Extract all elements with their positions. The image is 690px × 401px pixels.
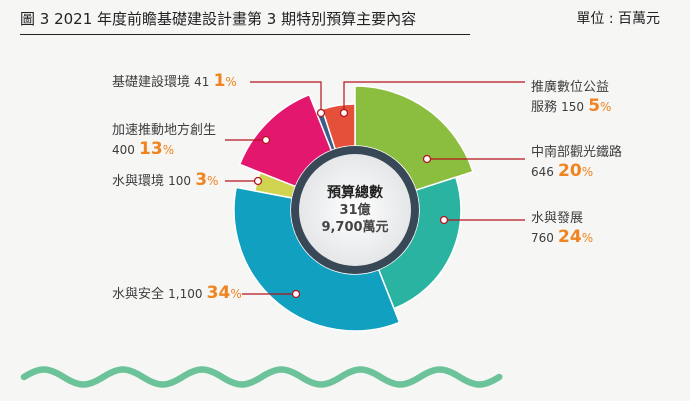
label-digital-services: 推廣數位公益 服務 150 5% [531,78,611,117]
leader-dot [291,289,301,299]
center-value-1: 31億 [339,203,371,218]
slice-name: 水與環境 [112,174,165,189]
chart-title: 圖 3 2021 年度前瞻基礎建設計畫第 3 期特別預算主要內容 [20,10,417,28]
label-tourism-railway: 中南部觀光鐵路 646 20% [531,143,622,182]
label-local-revitalization: 加速推動地方創生 400 13% [112,121,216,160]
slice-percent: 34% [206,283,242,303]
slice-name: 中南部觀光鐵路 [531,145,623,160]
leader-dot [439,215,449,225]
label-water-safety: 水與安全 1,100 34% [112,284,242,304]
center-title: 預算總數 [327,185,383,201]
slice-name: 加速推動地方創生 [112,123,217,138]
leader-dot [422,154,432,164]
leader-dot [316,108,326,118]
slice-value: 400 [112,143,135,157]
center-disc [299,154,411,266]
slice-value: 100 [168,174,192,188]
slice-name: 水與發展 [531,211,584,226]
slice-value: 646 [531,165,554,179]
center-value-2: 9,700萬元 [321,220,389,235]
label-water-development: 水與發展 760 24% [531,209,593,248]
unit-label: 單位 : 百萬元 [576,11,660,27]
slice-percent: 1% [213,71,237,91]
wave-decoration [20,366,503,388]
slice-name: 水與安全 [112,287,165,302]
slice-percent: 13% [139,139,175,159]
label-infrastructure: 基礎建設環境 41 1% [112,72,237,92]
center-label: 預算總數 31億 9,700萬元 [305,185,405,236]
slice-value: 150 [561,100,585,114]
slice-value: 760 [531,231,554,245]
slice-percent: 24% [558,227,594,247]
leader-line [343,81,525,113]
leader-line [250,81,322,113]
label-water-environment: 水與環境 100 3% [112,171,218,191]
slice-percent: 20% [558,161,594,181]
leader-dot [339,108,349,118]
leader-dot [253,176,263,186]
title-underline [20,34,470,35]
pie-slice [354,85,474,192]
slice-name-cont: 服務 [531,100,558,115]
slice-percent: 3% [195,170,219,190]
slice-value: 41 [194,75,210,89]
slice-percent: 5% [588,96,612,116]
slice-name: 推廣數位公益 [531,80,610,95]
slice-value: 1,100 [168,287,203,301]
slice-name: 基礎建設環境 [112,75,191,90]
leader-dot [261,135,271,145]
